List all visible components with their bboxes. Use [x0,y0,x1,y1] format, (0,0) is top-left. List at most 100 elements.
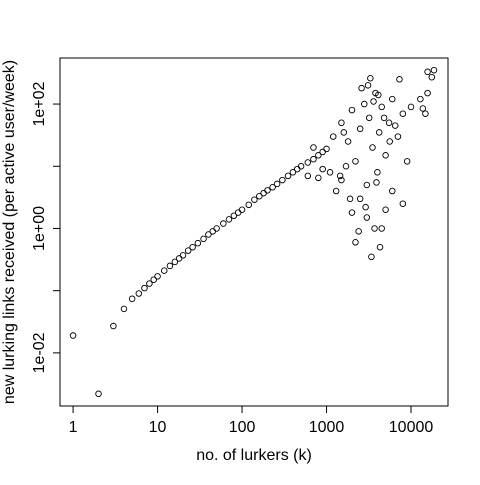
point [332,187,340,195]
point [205,231,212,238]
point [150,276,157,283]
point [284,172,292,180]
point [375,91,382,99]
point [338,119,345,127]
point [430,66,438,74]
point [417,95,424,103]
point [358,84,365,92]
point [378,103,385,111]
plot-frame [59,57,449,407]
point [364,82,372,89]
point [304,159,312,166]
point [370,98,377,105]
point [396,76,403,83]
point [352,239,359,246]
point [315,174,322,182]
point [69,332,77,339]
point [403,158,411,165]
point [310,155,317,163]
x-tick-label: 1000 [309,419,345,436]
point [269,183,276,191]
point [363,181,371,189]
point [319,165,326,173]
point [424,89,431,97]
point [399,110,407,117]
point [200,235,207,243]
point [428,73,436,81]
x-tick-label: 10 [149,419,167,436]
point [340,129,348,136]
point [424,68,431,76]
point [371,225,378,232]
point [373,179,380,186]
point [329,133,337,140]
point [365,114,373,122]
point [319,148,326,156]
point [179,252,187,259]
point [225,216,233,223]
point [361,100,368,108]
point [171,258,179,266]
point [399,200,407,207]
point [389,95,396,103]
point [189,243,196,251]
point [342,163,350,170]
point [260,189,267,197]
point [338,176,345,184]
point [323,145,330,153]
point [279,176,286,184]
point [194,239,202,247]
point [394,133,402,140]
point [220,220,227,227]
point [166,262,174,270]
point [386,138,393,145]
point [356,195,364,203]
point [141,284,148,292]
point [297,163,305,170]
point [376,243,384,251]
point [346,195,354,203]
y-axis-label: new lurking links received (per active u… [1,60,18,404]
point [230,212,238,220]
point [120,305,128,313]
point [368,253,375,261]
point [289,169,297,176]
point [184,247,192,254]
point [293,165,301,173]
y-tick-label: 1e+00 [31,206,48,251]
point [273,180,281,188]
point [382,206,389,213]
point [264,187,271,194]
point [407,103,415,111]
x-axis-label: no. of lurkers (k) [196,447,312,464]
point [355,228,362,235]
point [419,105,427,112]
point [234,209,242,216]
point [175,255,183,262]
point [369,144,376,151]
point [326,169,334,176]
point [374,169,381,176]
point [352,158,359,165]
point [128,295,136,303]
point [348,209,356,216]
point [344,138,352,145]
x-tick-label: 10000 [389,419,434,436]
y-tick-label: 1e+02 [31,81,48,126]
x-tick-label: 1 [69,419,78,436]
y-tick-label: 1e-02 [31,332,48,373]
point [389,187,396,195]
point [385,119,393,127]
point [209,228,217,235]
point [375,129,383,136]
point [95,390,102,398]
point [135,290,143,297]
point [422,110,429,117]
point [110,322,117,330]
x-tick-label: 100 [229,419,256,436]
point [310,144,317,151]
point [380,114,388,122]
point [245,201,252,209]
point [336,172,344,180]
